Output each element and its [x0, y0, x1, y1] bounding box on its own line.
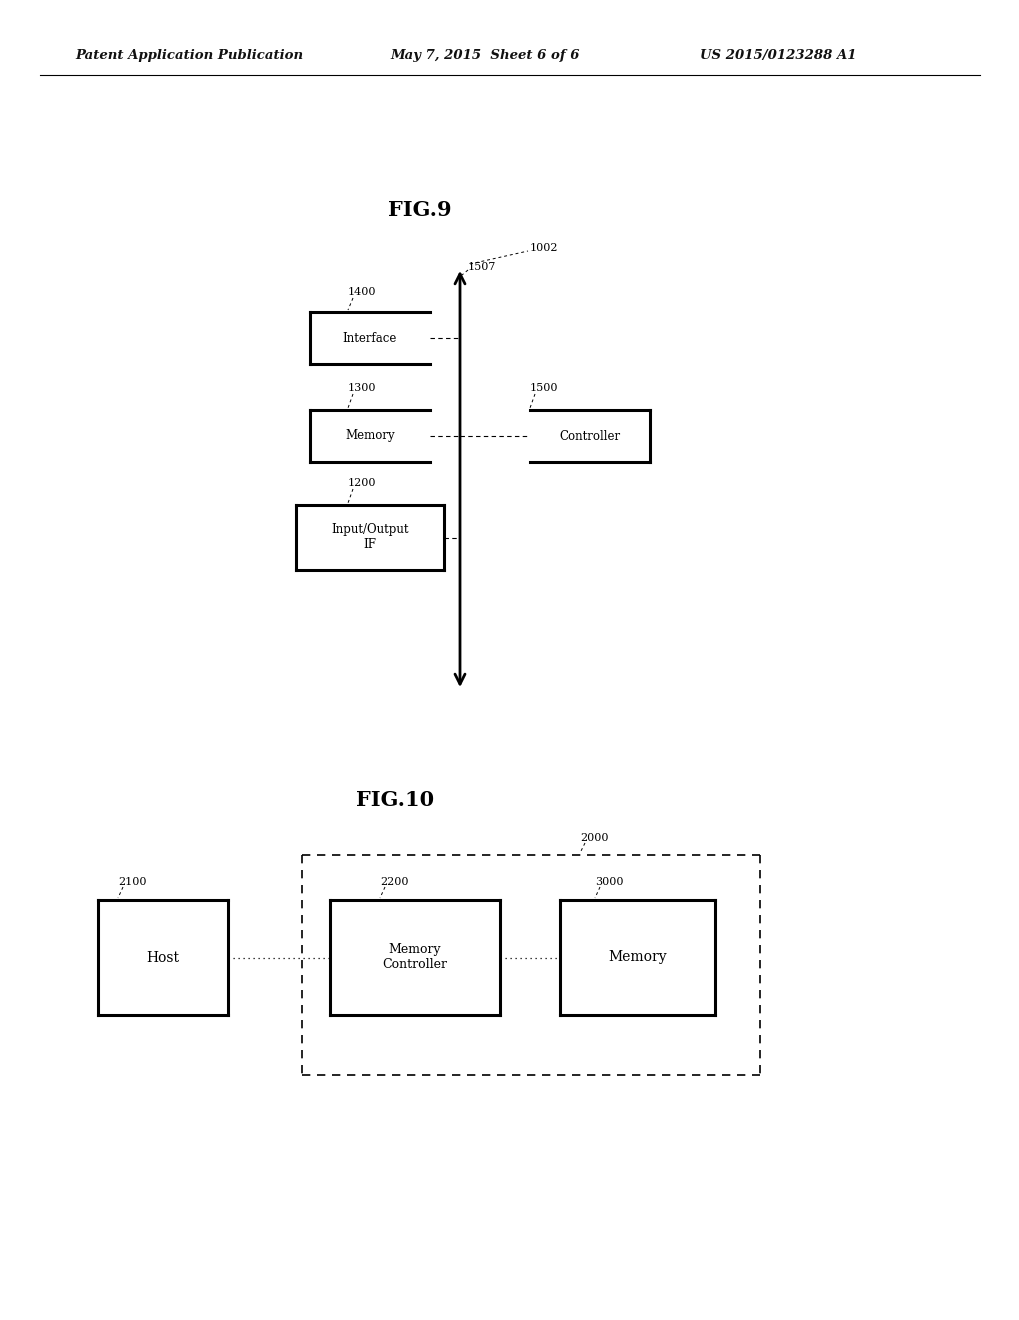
Text: Memory
Controller: Memory Controller	[382, 944, 447, 972]
Text: 3000: 3000	[594, 876, 623, 887]
Text: Controller: Controller	[558, 429, 620, 442]
Text: 1507: 1507	[468, 261, 496, 272]
Text: 1200: 1200	[347, 478, 376, 488]
Text: 1002: 1002	[530, 243, 558, 253]
Text: Host: Host	[147, 950, 179, 965]
Text: Patent Application Publication: Patent Application Publication	[75, 49, 303, 62]
Text: Interface: Interface	[342, 331, 396, 345]
Text: 2200: 2200	[380, 876, 408, 887]
Text: Memory: Memory	[607, 950, 666, 965]
Text: 1300: 1300	[347, 383, 376, 393]
Text: 1400: 1400	[347, 286, 376, 297]
Text: FIG.9: FIG.9	[388, 201, 451, 220]
Text: 2000: 2000	[580, 833, 608, 843]
Text: Memory: Memory	[344, 429, 394, 442]
Text: 1500: 1500	[530, 383, 558, 393]
Text: FIG.10: FIG.10	[356, 789, 434, 810]
Text: US 2015/0123288 A1: US 2015/0123288 A1	[699, 49, 856, 62]
Text: 2100: 2100	[118, 876, 147, 887]
Text: May 7, 2015  Sheet 6 of 6: May 7, 2015 Sheet 6 of 6	[389, 49, 579, 62]
Text: Input/Output
IF: Input/Output IF	[331, 524, 409, 552]
